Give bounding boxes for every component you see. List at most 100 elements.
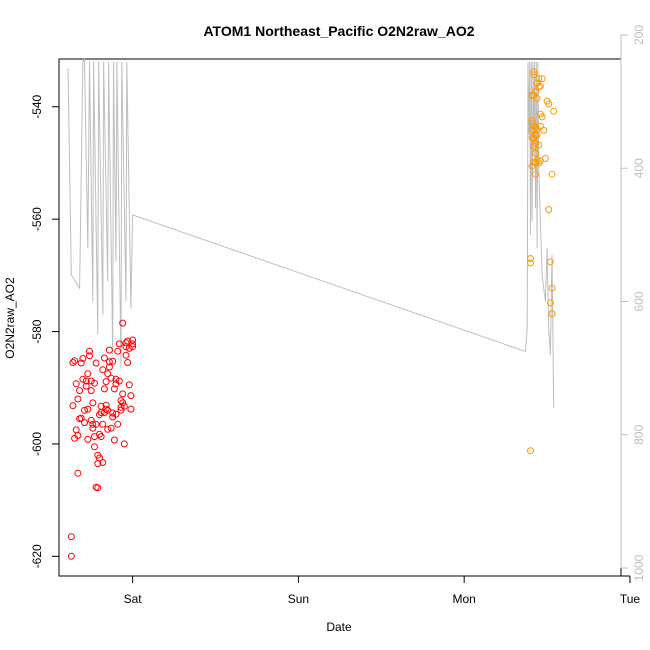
- series-1-point: [79, 375, 87, 383]
- series-1-point: [99, 420, 107, 428]
- y-tick-label: -600: [30, 432, 44, 456]
- series-1-point: [100, 385, 108, 393]
- y2-axis: 200 400 600 800 1000: [620, 25, 646, 581]
- series-2-point: [545, 206, 553, 214]
- series-1-point: [105, 346, 113, 354]
- series-2-point: [545, 100, 553, 108]
- series-1-point: [104, 425, 112, 433]
- y2-tick-label: 800: [632, 424, 646, 444]
- series-1-point: [110, 436, 118, 444]
- series-1-point: [119, 399, 127, 407]
- series-1-point: [114, 347, 122, 355]
- series-1-point: [119, 390, 127, 398]
- chart-title: ATOM1 Northeast_Pacific O2N2raw_AO2: [203, 23, 474, 39]
- series-2-point: [548, 170, 556, 178]
- y2-tick-label: 200: [632, 25, 646, 45]
- series-1-point: [91, 443, 98, 451]
- series-2-point: [541, 155, 549, 162]
- series-1-point: [112, 410, 120, 418]
- series-1-point: [74, 469, 82, 477]
- x-tick-label: Tue: [620, 592, 641, 606]
- series-2-point: [535, 75, 543, 83]
- series-2-point: [530, 68, 538, 76]
- series-1-point: [86, 347, 93, 355]
- series-1-point: [105, 363, 113, 371]
- series-1-point: [91, 379, 98, 387]
- series-1-point: [122, 351, 130, 359]
- series-2-point: [546, 299, 554, 307]
- series-2-point: [538, 75, 546, 83]
- series-2-point: [535, 141, 543, 149]
- series-1-point: [129, 336, 137, 344]
- series-2-point: [533, 94, 541, 102]
- series-1-point: [92, 359, 100, 367]
- series-2-point: [540, 126, 548, 134]
- series-2-point: [533, 131, 541, 139]
- y2-tick-label: 1000: [632, 554, 646, 581]
- series-1-point: [96, 454, 103, 462]
- series-1-point: [67, 552, 75, 560]
- series-2-point: [532, 123, 539, 131]
- points-layer: [67, 68, 558, 560]
- series-1-point: [115, 377, 123, 385]
- series-2-point: [530, 158, 538, 166]
- series-1-point: [92, 420, 100, 428]
- series-1-point: [84, 370, 92, 378]
- series-1-point: [86, 352, 93, 360]
- series-1-point: [76, 387, 84, 395]
- series-1-point: [69, 359, 77, 366]
- series-1-point: [77, 414, 85, 422]
- altitude-line: [67, 57, 555, 409]
- series-2-point: [527, 255, 534, 262]
- series-2-point: [532, 88, 539, 96]
- series-1-point: [127, 392, 135, 400]
- series-2-point: [546, 258, 554, 266]
- series-1-point: [81, 419, 88, 427]
- y-tick-label: -540: [30, 94, 44, 118]
- series-1-point: [107, 424, 115, 432]
- y-axis-label: O2N2raw_AO2: [3, 277, 17, 359]
- series-1-point: [89, 399, 97, 407]
- y-tick-label: -580: [30, 319, 44, 343]
- series-1-point: [109, 357, 117, 365]
- series-1-point: [102, 378, 110, 386]
- series-2-point: [548, 284, 556, 292]
- series-1-point: [89, 420, 97, 428]
- series-2-point: [550, 107, 558, 115]
- series-1-point: [74, 395, 82, 403]
- series-1-point: [114, 420, 122, 428]
- x-axis-label: Date: [326, 620, 352, 634]
- y2-tick-label: 600: [632, 291, 646, 311]
- series-1-point: [82, 382, 90, 390]
- series-1-point: [97, 433, 105, 441]
- x-tick-label: Mon: [452, 592, 475, 606]
- series-1-point: [105, 358, 113, 366]
- series-2-point: [527, 259, 534, 267]
- series-2-point: [548, 310, 556, 318]
- series-1-point: [84, 435, 92, 443]
- series-1-point: [124, 359, 132, 366]
- series-1-point: [112, 375, 120, 383]
- series-1-point: [125, 381, 133, 389]
- series-1-point: [69, 402, 77, 410]
- series-1-point: [87, 416, 95, 424]
- series-1-point: [99, 366, 107, 374]
- series-1-point: [77, 359, 85, 367]
- x-tick-label: Sat: [124, 592, 143, 606]
- series-1-point: [99, 459, 107, 466]
- series-1-point: [87, 387, 95, 395]
- series-1-point: [94, 484, 102, 492]
- series-2-point: [536, 82, 544, 90]
- series-1-point: [109, 409, 117, 417]
- series-1-point: [104, 370, 112, 378]
- series-1-point: [81, 406, 88, 414]
- y2-tick-label: 400: [632, 158, 646, 178]
- series-1-point: [72, 426, 80, 434]
- series-1-point: [119, 319, 127, 327]
- series-2-point: [530, 71, 538, 79]
- series-1-point: [120, 440, 128, 448]
- y-tick-label: -560: [30, 207, 44, 231]
- series-1-point: [129, 340, 137, 348]
- series-1-point: [107, 374, 115, 382]
- series-1-point: [74, 432, 82, 439]
